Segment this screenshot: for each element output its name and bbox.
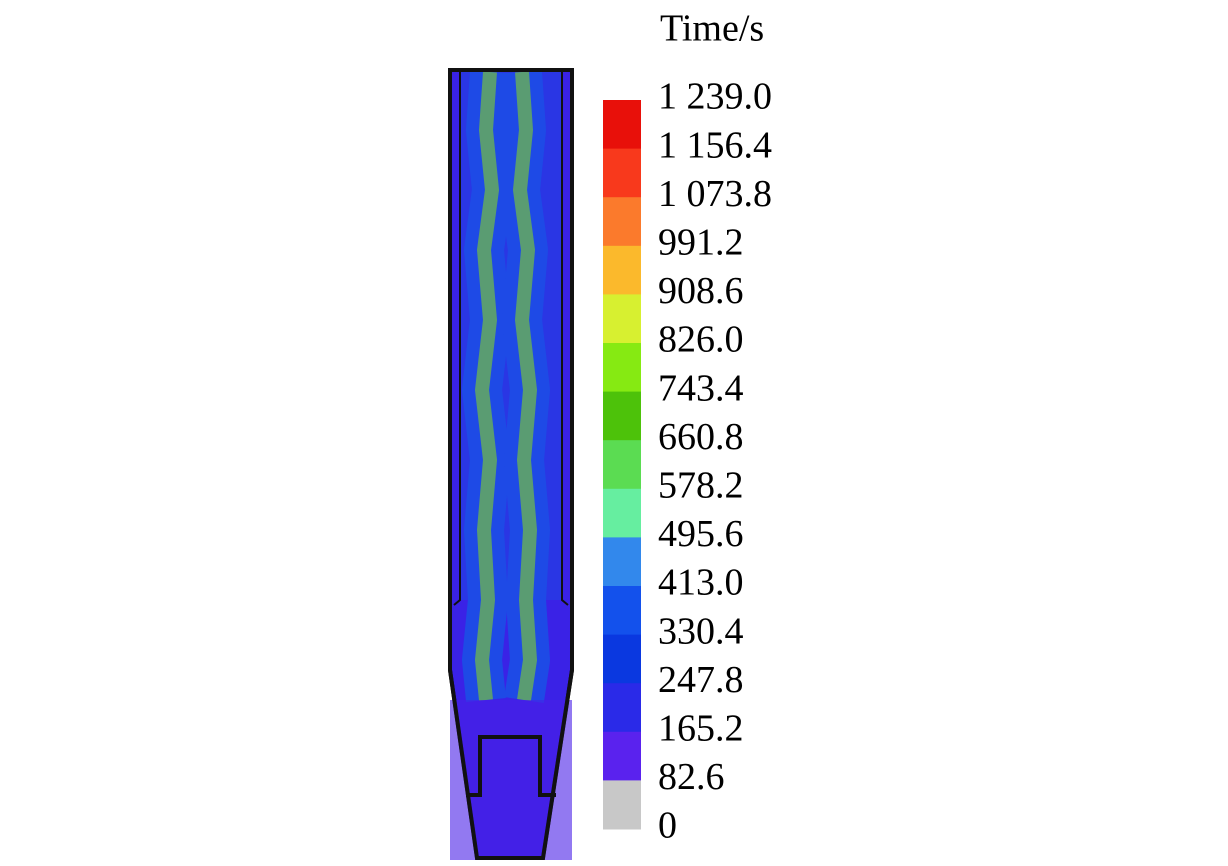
legend-label: 330.4	[658, 610, 744, 652]
legend-swatch	[603, 537, 641, 587]
legend-label: 0	[658, 805, 677, 847]
legend-swatch	[603, 391, 641, 441]
casting-outline	[448, 68, 574, 860]
legend-label: 495.6	[658, 513, 744, 555]
legend-swatch	[603, 343, 641, 393]
legend-swatch	[603, 488, 641, 538]
legend-label: 1 239.0	[658, 76, 772, 118]
green-band	[513, 71, 537, 702]
legend-label: 908.6	[658, 270, 744, 312]
bottom-zone	[450, 700, 572, 860]
legend-swatch	[603, 197, 641, 247]
legend-swatch	[603, 245, 641, 295]
legend-swatch	[603, 780, 641, 830]
legend-label: 826.0	[658, 319, 744, 361]
legend-swatch	[603, 440, 641, 490]
legend-title: Time/s	[660, 8, 764, 50]
legend-swatch	[603, 683, 641, 733]
legend: 1 239.0 1 156.4 1 073.8 991.2 908.6 826.0 743.…	[603, 76, 772, 847]
legend-swatch	[603, 731, 641, 781]
legend-label: 165.2	[658, 708, 744, 750]
legend-swatch	[603, 100, 641, 150]
legend-label: 82.6	[658, 756, 725, 798]
legend-label: 1 156.4	[658, 124, 772, 166]
legend-swatch	[603, 148, 641, 198]
legend-label: 991.2	[658, 222, 744, 264]
inner-line	[453, 70, 461, 606]
legend-swatch	[603, 294, 641, 344]
legend-label: 578.2	[658, 465, 744, 507]
legend-label: 743.4	[658, 367, 744, 409]
legend-label: 660.8	[658, 416, 744, 458]
legend-label: 247.8	[658, 659, 744, 701]
legend-label: 413.0	[658, 562, 744, 604]
legend-swatch	[603, 634, 641, 684]
inner-line	[561, 70, 569, 606]
legend-label: 1 073.8	[658, 173, 772, 215]
legend-swatch	[603, 586, 641, 636]
casting-contour	[448, 68, 574, 860]
green-band	[475, 71, 499, 701]
insert-outline	[466, 735, 556, 797]
